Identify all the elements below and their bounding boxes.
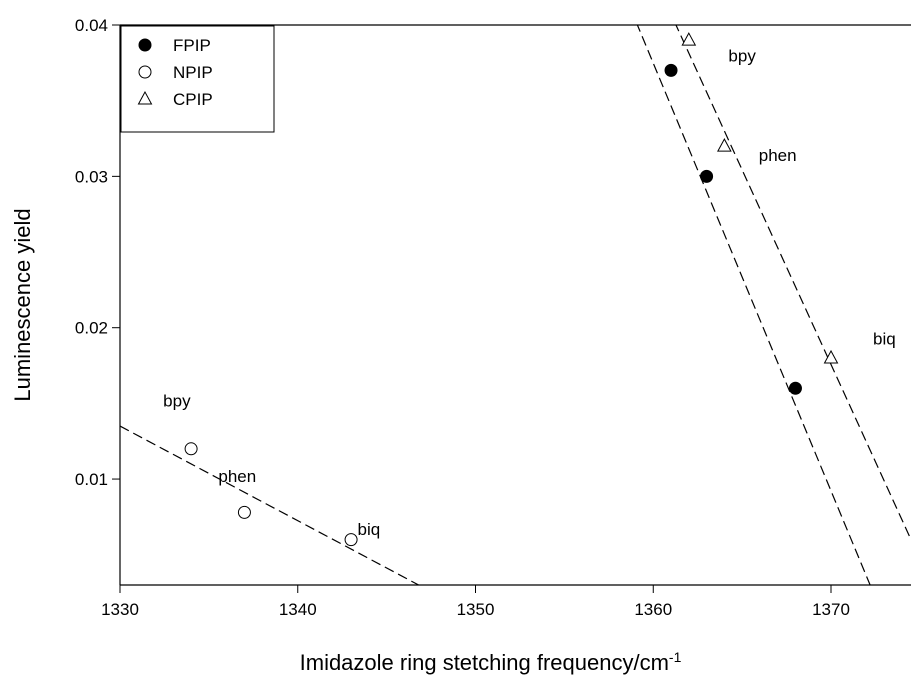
annotation-label: bpy	[728, 46, 756, 65]
y-tick-label: 0.02	[75, 319, 108, 338]
fpip-fit-line	[636, 25, 871, 585]
x-tick-label: 1360	[634, 600, 672, 619]
fpip-point	[700, 169, 714, 183]
cpip-point	[717, 138, 732, 152]
y-axis-label: Luminescence yield	[10, 208, 35, 401]
fpip-point	[664, 63, 678, 77]
legend-label: FPIP	[173, 36, 211, 55]
annotation-label: phen	[218, 467, 256, 486]
fpip-legend-marker	[138, 38, 152, 52]
annotation-label: biq	[873, 329, 896, 348]
x-tick-label: 1330	[101, 600, 139, 619]
legend: FPIP NPIP CPIP	[120, 25, 275, 133]
cpip-legend-marker	[137, 90, 153, 105]
npip-point	[237, 505, 251, 519]
npip-point	[184, 442, 198, 456]
npip-legend-marker	[138, 65, 152, 79]
cpip-fit-line	[675, 25, 911, 540]
fpip-point	[788, 381, 802, 395]
annotation-label: biq	[358, 520, 381, 539]
legend-label: NPIP	[173, 63, 213, 82]
x-axis-label-superscript: -1	[669, 649, 682, 665]
y-tick-label: 0.04	[75, 16, 108, 35]
npip-fit-line	[120, 425, 419, 585]
annotation-label: phen	[759, 146, 797, 165]
cpip-point	[681, 32, 697, 46]
x-tick-label: 1370	[812, 600, 850, 619]
x-tick-label: 1350	[457, 600, 495, 619]
annotation-label: bpy	[163, 391, 191, 410]
x-tick-label: 1340	[279, 600, 317, 619]
legend-label: CPIP	[173, 90, 213, 109]
cpip-point	[823, 349, 839, 364]
npip-point	[344, 533, 358, 547]
y-tick-label: 0.01	[75, 470, 108, 489]
x-axis-label: Imidazole ring stetching frequency/cm-1	[300, 649, 682, 675]
y-tick-label: 0.03	[75, 167, 108, 186]
